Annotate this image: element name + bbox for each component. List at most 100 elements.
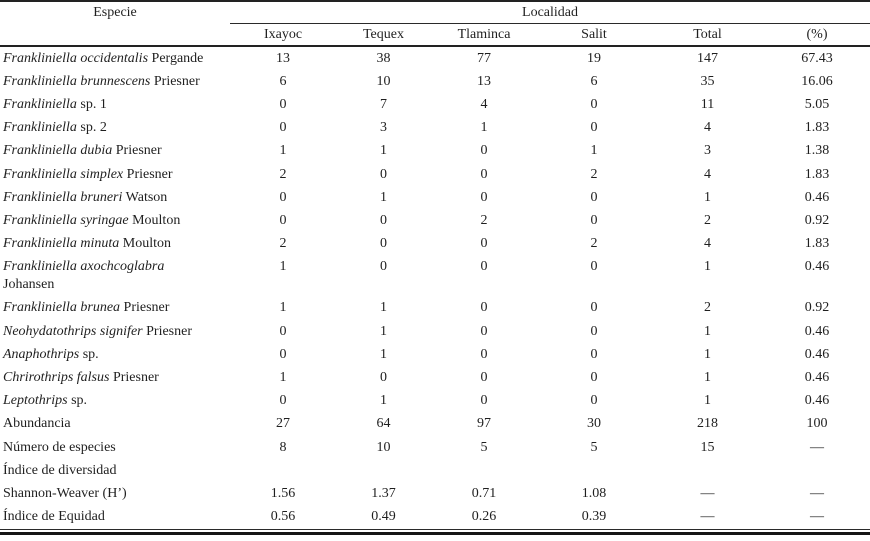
value-cell: 0 — [279, 189, 287, 205]
species-name-cell: Frankliniella syringae Moulton — [0, 209, 230, 232]
species-name-italic: Chrirothrips falsus — [3, 370, 110, 386]
species-name-cell: Número de especies — [0, 436, 230, 459]
column-header-especie: Especie — [93, 5, 137, 20]
value-cell: 0 — [279, 323, 287, 339]
value-cell: 19 — [587, 50, 601, 66]
value-cell: 38 — [376, 50, 391, 66]
species-name-regular: Priesner — [123, 300, 170, 316]
value-cell: 0.46 — [804, 189, 830, 205]
table-body: Frankliniella occidentalis Pergande 13 38 7… — [0, 46, 870, 530]
value-cell: 8 — [279, 439, 287, 455]
table-row: Frankliniella simplex Priesner 2 0 0 2 4 1.83 — [0, 163, 870, 186]
value-cell: 1.38 — [804, 143, 830, 159]
value-cell: 0 — [590, 370, 598, 386]
species-name-italic: Frankliniella — [3, 120, 77, 136]
value-cell: 67.43 — [801, 50, 833, 66]
table-row: Número de especies 8 10 5 5 15 — — [0, 436, 870, 459]
value-cell: 0.92 — [804, 300, 830, 316]
value-cell: 1 — [704, 259, 711, 275]
species-name-cell: Frankliniella sp. 2 — [0, 117, 230, 140]
value-cell: 5 — [480, 439, 488, 455]
value-cell: 1 — [380, 346, 387, 362]
value-cell: 6 — [279, 73, 287, 89]
value-cell: 0.46 — [804, 259, 830, 275]
value-cell: 0 — [480, 166, 488, 182]
value-cell: 0 — [590, 393, 598, 409]
value-cell: — — [810, 439, 824, 455]
column-header-tequex: Tequex — [336, 23, 431, 47]
header-spacer-cell — [0, 23, 230, 47]
value-cell: 0.46 — [804, 323, 830, 339]
value-cell: 1 — [380, 393, 387, 409]
value-cell: 13 — [477, 73, 491, 89]
value-cell: 1 — [704, 323, 711, 339]
value-cell — [764, 459, 870, 482]
value-cell: 0 — [279, 393, 287, 409]
value-cell: 0.46 — [804, 370, 830, 386]
species-name-regular: Índice de Equidad — [3, 509, 105, 525]
value-cell: 1 — [480, 120, 488, 136]
species-name-cell: Chrirothrips falsus Priesner — [0, 366, 230, 389]
value-cell: 1 — [704, 393, 711, 409]
species-name-cell: Neohydatothrips signifer Priesner — [0, 320, 230, 343]
value-cell: 2 — [279, 166, 287, 182]
value-cell: 0 — [590, 259, 598, 275]
species-name-regular: Priesner — [115, 143, 162, 159]
species-name-cell: Frankliniella occidentalis Pergande — [0, 46, 230, 70]
value-cell: 0 — [480, 189, 488, 205]
species-name-regular: Número de especies — [3, 439, 116, 455]
column-header-ixayoc: Ixayoc — [230, 23, 336, 47]
value-cell: 0 — [380, 212, 387, 228]
value-cell: 1.83 — [804, 166, 830, 182]
value-cell: 0.46 — [804, 346, 830, 362]
species-name-regular: Priesner — [112, 370, 159, 386]
value-cell: 4 — [704, 236, 711, 252]
value-cell: 2 — [590, 236, 598, 252]
value-cell: 0 — [590, 189, 598, 205]
value-cell: 218 — [697, 416, 718, 432]
value-cell: 16.06 — [801, 73, 833, 89]
species-name-regular: Shannon-Weaver (H’) — [3, 485, 127, 501]
value-cell — [431, 459, 537, 482]
species-name-cell: Leptothrips sp. — [0, 390, 230, 413]
species-name-italic: Leptothrips — [3, 393, 68, 409]
column-group-header-localidad: Localidad — [230, 1, 870, 24]
value-cell: 0 — [590, 323, 598, 339]
table-row: Índice de Equidad 0.56 0.49 0.26 0.39— — — [0, 505, 870, 530]
table-row: Frankliniella axochcoglabra Johansen 1 0 0 0 1… — [0, 256, 870, 297]
species-name-line2: Johansen — [3, 277, 55, 293]
species-name-regular: Priesner — [146, 323, 193, 339]
value-cell: 0 — [480, 346, 488, 362]
value-cell: 0 — [590, 300, 598, 316]
species-name-italic: Frankliniella simplex — [3, 166, 124, 182]
value-cell: 27 — [276, 416, 290, 432]
value-cell: 2 — [704, 300, 711, 316]
table-row: Frankliniella occidentalis Pergande 13 38 7… — [0, 46, 870, 70]
value-cell: 0 — [480, 393, 488, 409]
species-name-regular: sp. 1 — [80, 96, 107, 112]
value-cell: 0.56 — [230, 505, 336, 530]
value-cell: 77 — [477, 50, 491, 66]
value-cell: 1 — [279, 370, 287, 386]
value-cell: 0 — [590, 96, 598, 112]
species-name-cell: Abundancia — [0, 413, 230, 436]
table-row: Leptothrips sp. 0 1 0 0 1 0.46 — [0, 390, 870, 413]
value-cell: 0 — [480, 370, 488, 386]
table-row: Frankliniella brunnescens Priesner 6 10 13 6… — [0, 70, 870, 93]
value-cell: 4 — [704, 166, 711, 182]
value-cell: 5 — [590, 439, 598, 455]
value-cell: 4 — [480, 96, 488, 112]
species-name-regular: Watson — [125, 189, 168, 205]
species-name-cell: Frankliniella brunea Priesner — [0, 297, 230, 320]
value-cell: 3 — [704, 143, 711, 159]
value-cell: 1 — [380, 300, 387, 316]
species-name-regular: Priesner — [126, 166, 173, 182]
value-cell: 10 — [376, 73, 391, 89]
value-cell: 1 — [380, 323, 387, 339]
value-cell: 0.39 — [537, 505, 651, 530]
species-name-regular: Priesner — [153, 73, 200, 89]
species-name-regular: Moulton — [132, 212, 181, 228]
table-row: Frankliniella bruneri Watson 0 1 0 0 1 0.46 — [0, 186, 870, 209]
value-cell: 64 — [376, 416, 391, 432]
